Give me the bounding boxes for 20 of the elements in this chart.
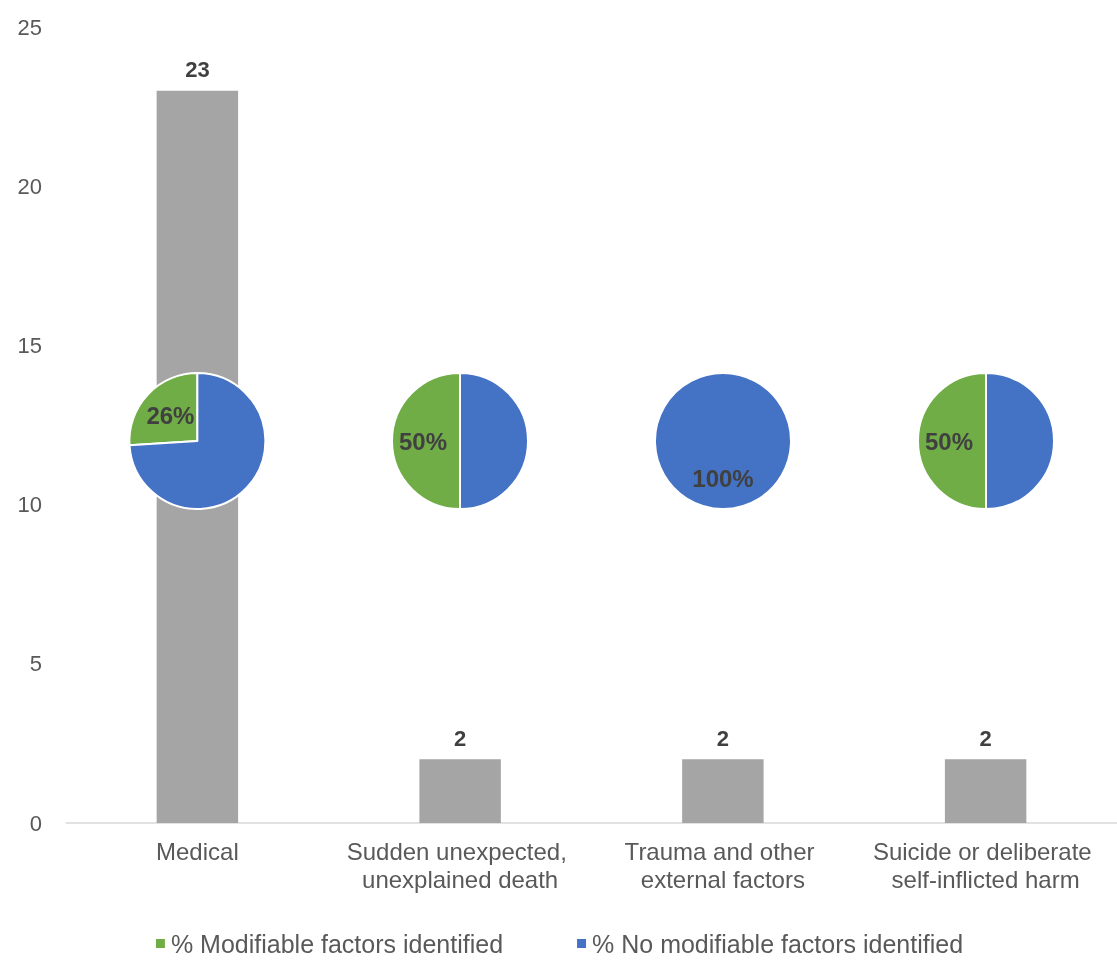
data-label: 23: [185, 57, 210, 83]
y-tick-label: 15: [17, 332, 42, 358]
y-tick-label: 0: [29, 810, 42, 836]
x-tick-label: Sudden unexpected, unexplained death: [346, 837, 574, 893]
data-label: 2: [979, 725, 992, 751]
data-label: 26%: [146, 402, 195, 430]
y-tick-label: 5: [29, 651, 42, 677]
y-tick-label: 20: [17, 173, 42, 199]
x-tick-label: Trauma and other external factors: [624, 837, 822, 893]
data-label: 2: [454, 725, 467, 751]
x-tick-label: Suicide or deliberate self-inflicted harm: [872, 837, 1099, 893]
legend-label: % No modifiable factors identified: [592, 929, 964, 958]
legend-label: % Modifiable factors identified: [170, 929, 504, 958]
data-label: 50%: [924, 427, 973, 455]
data-label: 50%: [399, 427, 448, 455]
data-label: 2: [716, 725, 729, 751]
data-label: 100%: [692, 464, 754, 492]
y-tick-label: 25: [17, 14, 42, 40]
x-tick-label: Medical: [156, 837, 239, 865]
y-tick-label: 10: [17, 492, 42, 518]
